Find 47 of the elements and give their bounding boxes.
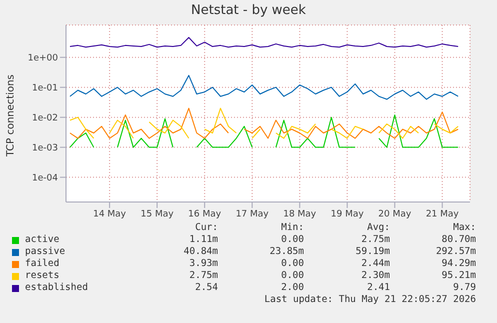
x-tick-label: 18 May [283, 209, 317, 220]
x-tick-label: 16 May [188, 209, 222, 220]
legend-label: failed [25, 258, 60, 270]
y-tick-label: 1e-04 [32, 173, 58, 184]
text: 0.00 [280, 258, 304, 270]
text: 1.11m [188, 234, 218, 246]
y-axis-title: TCP connections [6, 74, 16, 156]
legend-label: established [25, 282, 88, 294]
legend-label: active [25, 234, 60, 246]
y-tick-label: 1e-03 [32, 144, 58, 154]
text: 2.41 [366, 282, 390, 294]
text: 0.00 [280, 234, 304, 246]
line-series [69, 36, 459, 48]
text: 2.54 [194, 282, 218, 294]
legend-label: passive [25, 246, 66, 258]
text: 292.57m [434, 246, 476, 258]
text: 3.93m [188, 258, 218, 270]
text: 2.75m [360, 234, 390, 246]
text: 2.00 [280, 282, 304, 294]
text: 80.70m [440, 234, 476, 246]
legend-label: resets [25, 270, 60, 282]
text: Min: [280, 222, 304, 234]
text: 0.00 [280, 270, 304, 282]
text: 2.44m [360, 258, 390, 270]
y-tick-label: 1e-02 [32, 114, 58, 124]
x-tick-label: 14 May [93, 209, 127, 220]
text: 59.19m [354, 246, 390, 258]
x-tick-label: 17 May [236, 209, 270, 220]
x-tick-label: 15 May [140, 209, 174, 220]
text: 2.75m [188, 270, 218, 282]
y-tick-label: 1e-01 [32, 84, 58, 94]
text: Last update: Thu May 21 22:05:27 2026 [263, 294, 476, 306]
line-series [69, 74, 459, 100]
text: 95.21m [440, 270, 476, 282]
text: 94.29m [440, 258, 476, 270]
text: 40.84m [182, 246, 218, 258]
text: 2.30m [360, 270, 390, 282]
x-tick-label: 20 May [378, 209, 412, 220]
text: 9.79 [452, 282, 476, 294]
x-tick-label: 21 May [426, 209, 460, 220]
text: Max: [452, 222, 476, 234]
chart-title: Netstat - by week [190, 3, 307, 18]
text: Cur: [194, 222, 218, 234]
text: 23.85m [268, 246, 304, 258]
x-tick-label: 19 May [330, 209, 364, 220]
text: Avg: [366, 222, 390, 234]
y-tick-label: 1e+00 [28, 54, 58, 64]
